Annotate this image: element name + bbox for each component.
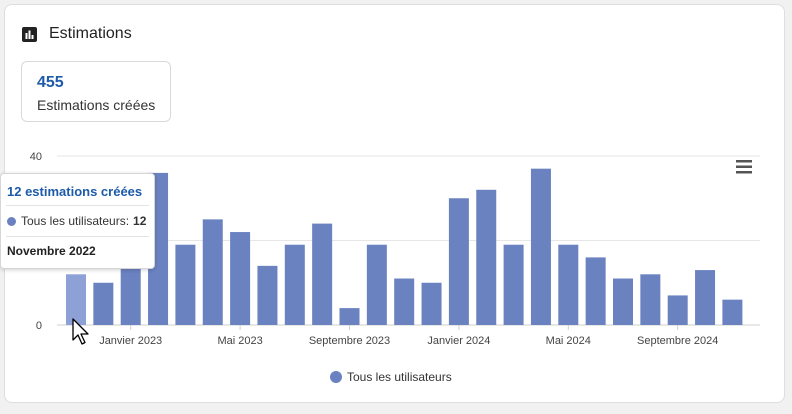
x-tick-label: Mai 2023 (217, 335, 262, 347)
chart-bar[interactable] (558, 244, 579, 325)
chart-bar[interactable] (503, 244, 524, 325)
y-tick-label: 40 (30, 151, 42, 163)
tooltip-divider (6, 236, 149, 237)
chart-bar[interactable] (613, 278, 633, 325)
chart-bar[interactable] (284, 244, 305, 325)
chart-bar[interactable] (230, 232, 251, 325)
bar-chart-icon (22, 26, 37, 42)
x-tick-label: Septembre 2024 (637, 335, 718, 347)
chart-bar[interactable] (93, 282, 114, 325)
chart-bar[interactable] (202, 219, 223, 325)
chart-bar[interactable] (530, 168, 551, 325)
card-header: Estimations (22, 25, 132, 43)
legend-dot (330, 371, 342, 383)
tooltip-series-label: Tous les utilisateurs: (21, 214, 130, 228)
chart-bar[interactable] (640, 274, 661, 325)
chart-bar[interactable] (722, 299, 743, 325)
legend-label: Tous les utilisateurs (347, 370, 452, 384)
chart-bar[interactable] (339, 308, 360, 325)
card-title: Estimations (49, 25, 132, 42)
chart-bar[interactable] (312, 223, 333, 325)
chart-bar[interactable] (366, 244, 387, 325)
kpi-value: 455 (37, 74, 64, 91)
chart-bar[interactable] (695, 270, 716, 325)
y-tick-label: 0 (36, 320, 42, 332)
mouse-cursor-icon (72, 318, 89, 345)
x-tick-label: Janvier 2023 (99, 335, 162, 347)
tooltip-series-value: 12 (133, 214, 147, 228)
x-tick-label: Septembre 2023 (309, 335, 390, 347)
tooltip-series-row: Tous les utilisateurs: 12 (7, 214, 146, 228)
tooltip-divider (6, 205, 149, 206)
chart-bar[interactable] (394, 278, 415, 325)
chart-bar[interactable] (120, 265, 141, 325)
x-tick-label: Janvier 2024 (427, 335, 490, 347)
chart-bar[interactable] (421, 282, 442, 325)
tooltip-series-dot (7, 216, 16, 226)
tooltip-title: 12 estimations créées (7, 184, 143, 199)
x-tick-label: Mai 2024 (546, 335, 591, 347)
chart-bar[interactable] (585, 257, 606, 325)
chart-bar[interactable] (476, 189, 497, 325)
tooltip-date: Novembre 2022 (7, 244, 96, 258)
chart-bar[interactable] (66, 274, 86, 325)
hamburger-menu-icon[interactable] (734, 159, 754, 175)
kpi-label: Estimations créées (37, 97, 156, 113)
chart-bar[interactable] (257, 265, 278, 325)
legend-item-tous-les-utilisateurs[interactable]: Tous les utilisateurs (330, 370, 452, 384)
chart-bar[interactable] (448, 198, 469, 325)
chart-bar[interactable] (667, 295, 688, 325)
chart-tooltip: 12 estimations créées Tous les utilisate… (0, 173, 155, 269)
kpi-box: 455 Estimations créées (21, 61, 171, 122)
chart-bar[interactable] (175, 244, 196, 325)
